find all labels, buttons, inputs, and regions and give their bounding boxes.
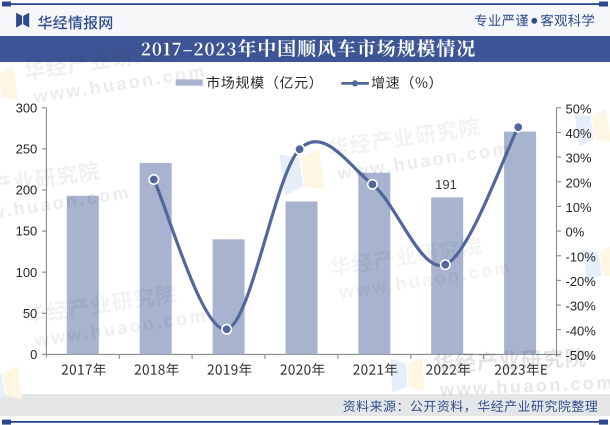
svg-text:-30%: -30% — [566, 299, 597, 314]
svg-text:30%: 30% — [566, 151, 592, 166]
svg-text:40%: 40% — [566, 126, 592, 141]
svg-text:0%: 0% — [566, 225, 585, 240]
svg-text:50%: 50% — [566, 101, 592, 116]
svg-text:191: 191 — [435, 177, 457, 192]
svg-text:10%: 10% — [566, 200, 592, 215]
svg-text:100: 100 — [16, 265, 38, 280]
svg-text:-50%: -50% — [566, 348, 597, 363]
svg-text:-20%: -20% — [566, 274, 597, 289]
svg-text:-10%: -10% — [566, 249, 597, 264]
svg-text:-40%: -40% — [566, 323, 597, 338]
svg-text:50: 50 — [23, 306, 37, 321]
svg-text:150: 150 — [16, 224, 38, 239]
svg-text:www.huaon.com: www.huaon.com — [439, 372, 610, 399]
svg-text:20%: 20% — [566, 175, 592, 190]
svg-text:250: 250 — [16, 142, 38, 157]
svg-text:200: 200 — [16, 183, 38, 198]
svg-text:300: 300 — [16, 100, 38, 115]
svg-text:0: 0 — [30, 347, 37, 362]
